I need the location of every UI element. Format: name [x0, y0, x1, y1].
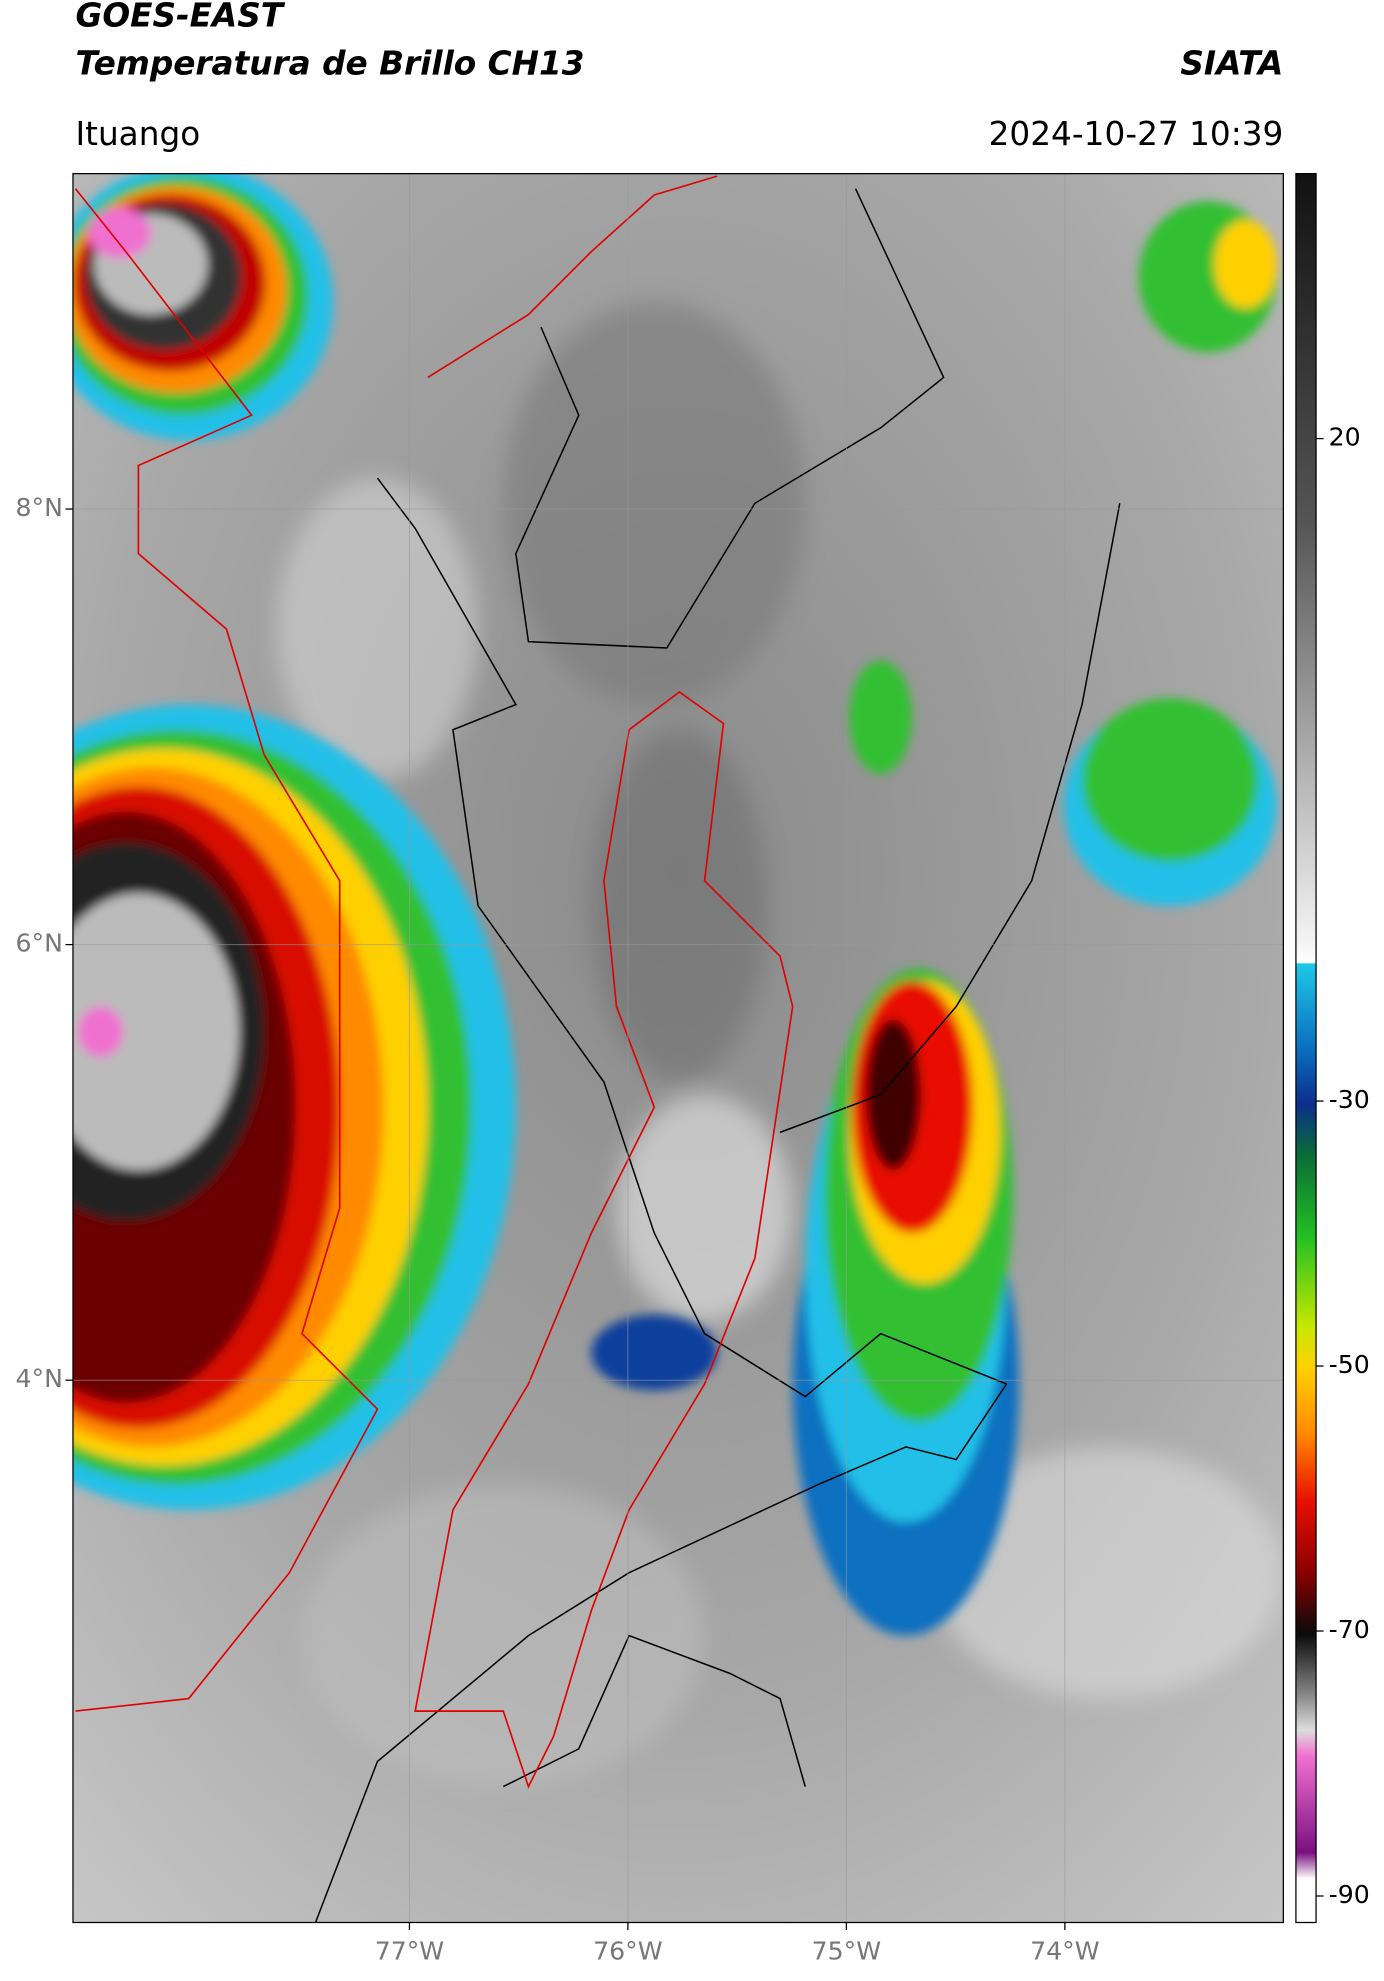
location: Ituango: [75, 115, 200, 153]
map-frame: [72, 172, 1284, 1924]
x-tick-label: 74°W: [1030, 1937, 1100, 1966]
x-tick-label: 76°W: [593, 1937, 663, 1966]
colorbar-tick-label: 20: [1329, 423, 1361, 452]
satellite-image: [72, 173, 1284, 1923]
subtitle: Temperatura de Brillo CH13: [75, 44, 584, 82]
x-tick-label: 77°W: [375, 1937, 445, 1966]
colorbar-tick-label: -30: [1329, 1085, 1370, 1114]
colorbar-tick-label: -50: [1329, 1350, 1370, 1379]
datetime: 2024-10-27 10:39: [989, 115, 1284, 153]
y-tick-label: 8°N: [16, 493, 63, 522]
colorbar-tick-label: -70: [1329, 1615, 1370, 1644]
colorbar: [1295, 172, 1317, 1924]
source: SIATA: [1180, 44, 1283, 82]
y-tick-label: 6°N: [16, 929, 63, 958]
colorbar-tick-label: -90: [1329, 1880, 1370, 1909]
title: GOES-EAST: [75, 0, 285, 35]
x-tick-label: 75°W: [812, 1937, 882, 1966]
y-tick-label: 4°N: [16, 1364, 63, 1393]
graticule: [72, 173, 1284, 1923]
